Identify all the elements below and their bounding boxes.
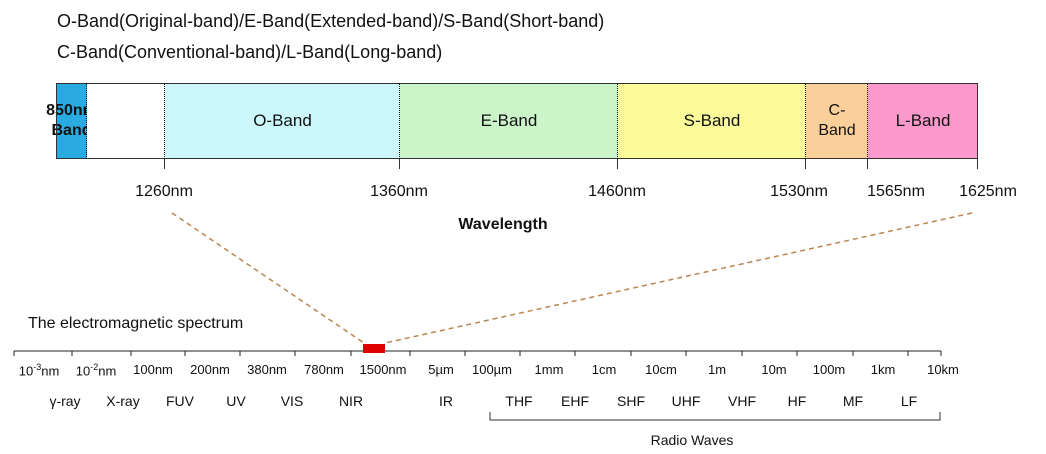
header-line-2: C-Band(Conventional-band)/L-Band(Long-ba…	[57, 42, 443, 62]
spectrum-title: The electromagnetic spectrum	[28, 315, 244, 332]
region-label-vhf: VHF	[728, 393, 756, 409]
region-label-fuv: FUV	[166, 393, 194, 409]
tick-1625	[977, 159, 978, 169]
region-label-thf: THF	[505, 393, 533, 409]
spectrum-scale-label: 10cm	[645, 362, 677, 377]
spectrum-scale-label: 100m	[812, 362, 846, 377]
scale-exp: -3	[33, 362, 42, 372]
band-850nm-line1: 850nm	[46, 102, 97, 119]
wavelength-axis-label: Wavelength	[458, 216, 548, 233]
band-c-line1: C-	[828, 102, 846, 119]
spectrum-scale-label: 1cm	[591, 362, 617, 377]
radio-waves-label: Radio Waves	[650, 432, 734, 448]
tick-1530	[805, 159, 806, 169]
band-o: O-Band	[165, 83, 400, 159]
scale-base: 10	[18, 363, 34, 379]
scale-unit: nm	[41, 363, 60, 379]
region-label-lf: LF	[900, 393, 918, 409]
scale-exp: -2	[90, 362, 99, 372]
spectrum-highlight	[363, 344, 385, 353]
tick-1565	[867, 159, 868, 169]
divider-1530	[805, 83, 806, 159]
region-label-ehf: EHF	[561, 393, 589, 409]
spectrum-scale-label: 100nm	[133, 362, 173, 377]
band-l-label: L-Band	[895, 111, 951, 130]
wavelength-label-1460: 1460nm	[588, 183, 646, 200]
wavelength-label-1260: 1260nm	[135, 183, 193, 200]
divider-1460	[617, 83, 618, 159]
spectrum-scale-label: 1m	[707, 362, 727, 377]
region-label-uhf: UHF	[671, 393, 701, 409]
spectrum-ticks	[13, 351, 942, 356]
spectrum-scale-label: 1500nm	[359, 362, 407, 377]
spectrum-scale-label: 100µm	[471, 362, 513, 377]
wavelength-label-1565: 1565nm	[867, 183, 925, 200]
radio-waves-bracket	[489, 412, 941, 421]
zoom-line-right	[384, 212, 973, 344]
band-c: C- Band	[806, 83, 868, 159]
zoom-line-left	[171, 212, 365, 344]
divider-1565	[867, 83, 868, 159]
region-label-mf: MF	[842, 393, 864, 409]
band-e: E-Band	[400, 83, 618, 159]
divider-850	[86, 83, 87, 159]
header-line-1: O-Band(Original-band)/E-Band(Extended-ba…	[57, 11, 605, 31]
tick-1360	[399, 159, 400, 169]
divider-1260	[164, 83, 165, 159]
region-label-uv: UV	[226, 393, 246, 409]
spectrum-scale-label: 10-2nm	[76, 362, 117, 378]
divider-1360	[399, 83, 400, 159]
wavelength-label-1530: 1530nm	[770, 183, 828, 200]
band-s-label: S-Band	[683, 111, 741, 130]
spectrum-scale-label: 1km	[870, 362, 896, 377]
band-gap	[87, 83, 165, 159]
spectrum-scale-label: 10km	[927, 362, 959, 377]
wavelength-label-1360: 1360nm	[370, 183, 428, 200]
band-e-label: E-Band	[480, 111, 538, 130]
tick-1260	[164, 159, 165, 169]
band-s: S-Band	[618, 83, 806, 159]
spectrum-scale-label: 780nm	[304, 362, 344, 377]
spectrum-scale-label: 10-3nm	[19, 362, 60, 378]
band-850nm: 850nm Band	[46, 83, 97, 159]
region-label-gamma: γ-ray	[49, 393, 81, 409]
region-label-ir: IR	[439, 393, 453, 409]
region-label-hf: HF	[787, 393, 807, 409]
region-label-shf: SHF	[617, 393, 645, 409]
band-850nm-line2: Band	[51, 122, 92, 139]
wavelength-label-1625: 1625nm	[959, 183, 1017, 200]
spectrum-scale-label: 1mm	[534, 362, 564, 377]
spectrum-scale-label: 200nm	[190, 362, 230, 377]
band-o-label: O-Band	[253, 111, 312, 130]
tick-1460	[617, 159, 618, 169]
scale-unit: nm	[98, 363, 117, 379]
region-label-nir: NIR	[338, 393, 364, 409]
spectrum-scale-label: 5µm	[428, 362, 454, 377]
region-label-xray: X-ray	[106, 393, 140, 409]
band-c-line2: Band	[818, 122, 856, 139]
spectrum-scale-label: 380nm	[247, 362, 287, 377]
scale-base: 10	[75, 363, 91, 379]
spectrum-scale-label: 10m	[761, 362, 787, 377]
band-l: L-Band	[868, 83, 978, 159]
region-label-vis: VIS	[280, 393, 304, 409]
